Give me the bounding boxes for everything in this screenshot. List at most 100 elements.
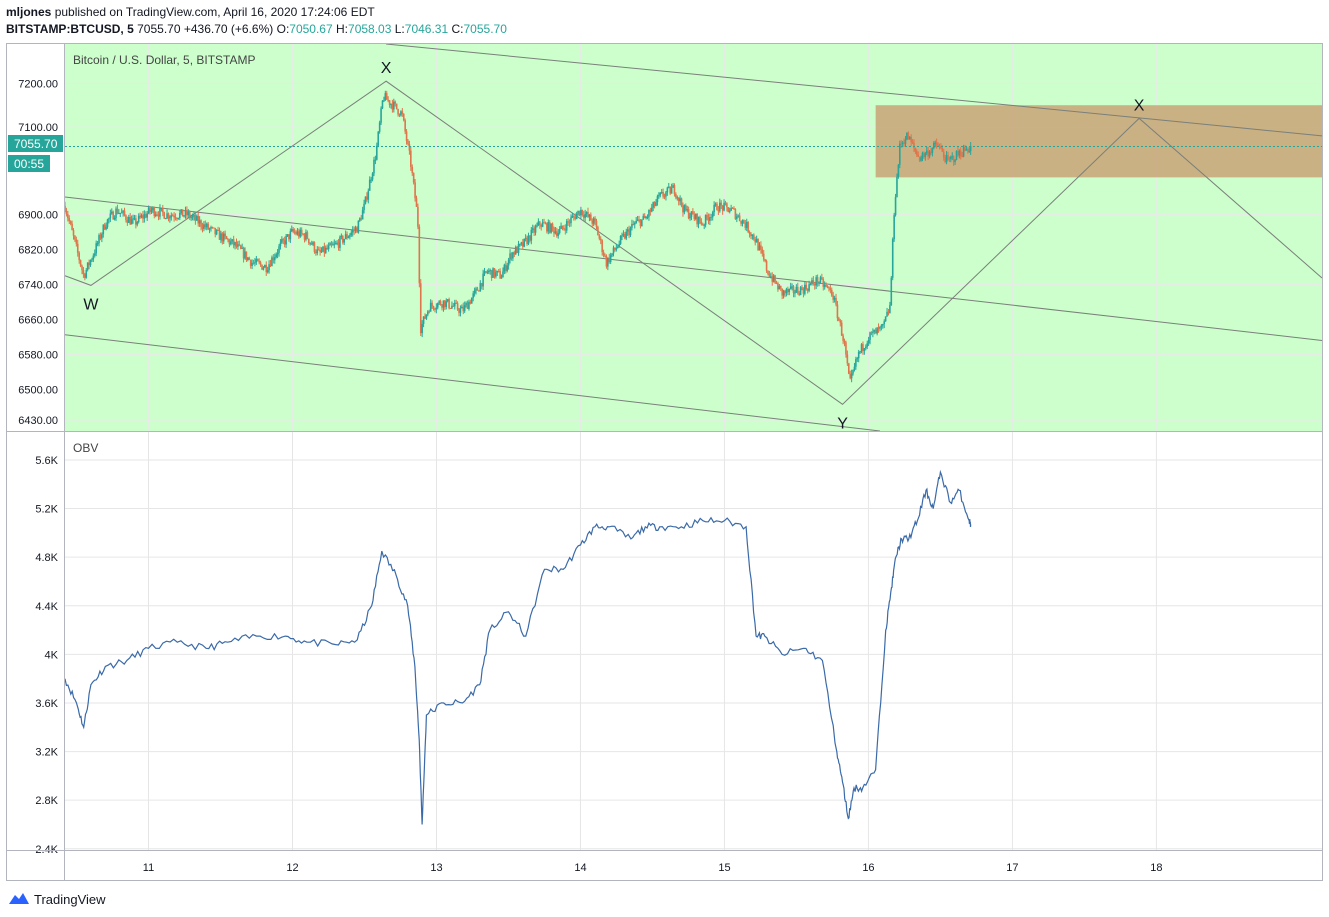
candle-body (207, 223, 209, 230)
candle-body (278, 246, 280, 253)
candle-body (476, 288, 479, 291)
obv-tick-label: 5.2K (35, 504, 58, 516)
candle-body (173, 215, 175, 218)
candle-body (689, 216, 691, 219)
candle-body (288, 234, 290, 240)
candle-body (376, 145, 378, 160)
open-label: O: (276, 22, 290, 36)
candle-body (628, 229, 630, 236)
author-name[interactable]: mljones (6, 5, 52, 19)
candle-body (906, 132, 908, 140)
candle-body (414, 182, 416, 199)
candle-body (113, 217, 116, 220)
candle-body (655, 202, 657, 206)
price-tag-bg (8, 135, 63, 152)
candle-body (614, 247, 616, 250)
candle-body (866, 343, 869, 347)
candle-body (536, 225, 538, 227)
candle-body (422, 316, 425, 324)
candle-body (249, 259, 252, 266)
price-y-axis[interactable]: 7200.00 7100.00 6900.00 6820.00 6740.00 6660.… (18, 78, 58, 427)
candle-body (673, 185, 676, 194)
candle-body (957, 151, 959, 156)
price-tick-label: 6500.00 (18, 384, 58, 396)
candle-body (120, 212, 123, 214)
candle-body (830, 289, 833, 296)
obv-pane[interactable]: OBV 5.6K 5.2K 4.8K 4.4K 4K 3.6K 3.2K 2.8K 2.4K (35, 432, 1322, 856)
candle-body (777, 283, 779, 290)
candle-body (855, 359, 857, 367)
candle-body (320, 251, 323, 253)
candle-body (860, 344, 863, 352)
candle-body (557, 233, 560, 236)
candle-body (272, 257, 275, 261)
candle-body (910, 137, 912, 142)
candle-body (918, 156, 921, 161)
candle-body (574, 216, 577, 220)
price-tick-label: 6820.00 (18, 245, 58, 257)
candle-body (497, 270, 500, 272)
candle-body (930, 151, 932, 153)
candle-body (271, 257, 273, 267)
candle-body (904, 139, 907, 145)
trend-line[interactable] (64, 196, 1323, 341)
candle-body (315, 251, 317, 254)
candle-body (669, 186, 671, 194)
candle-body (663, 196, 666, 198)
published-text: published on TradingView.com, April 16, … (54, 5, 375, 19)
candle-body (900, 143, 903, 145)
trend-line[interactable] (64, 80, 1323, 405)
candle-body (577, 210, 579, 214)
candle-body (436, 303, 439, 308)
candle-body (149, 207, 151, 212)
candle-body (279, 242, 282, 247)
candle-body (916, 151, 918, 155)
candle-body (846, 354, 849, 364)
candle-body (670, 187, 673, 194)
candle-body (969, 146, 972, 152)
candle-body (959, 150, 962, 156)
candle-body (269, 264, 272, 267)
candle-body (445, 301, 448, 307)
candle-body (835, 297, 837, 305)
candle-body (896, 176, 898, 198)
footer-brand[interactable]: TradingView (34, 891, 106, 907)
candle-body (755, 239, 758, 243)
candle-body (676, 197, 679, 199)
time-tick-label: 18 (1150, 862, 1162, 874)
trend-line[interactable] (64, 334, 881, 432)
time-axis[interactable]: 11 12 13 14 15 16 17 18 (143, 862, 1163, 874)
candle-body (391, 103, 394, 110)
candle-body (238, 244, 241, 246)
time-tick-label: 16 (862, 862, 874, 874)
candle-body (368, 179, 371, 191)
candle-body (944, 157, 946, 163)
candle-body (914, 147, 917, 152)
candle-body (258, 261, 260, 263)
candle-body (466, 302, 469, 309)
candle-body (650, 207, 653, 212)
candle-body (699, 216, 701, 222)
trend-lines[interactable] (64, 43, 1323, 432)
candle-body (778, 285, 781, 290)
close-value: 7055.70 (463, 22, 507, 36)
candle-body (692, 211, 694, 215)
candle-body (252, 262, 255, 264)
trend-line[interactable] (386, 43, 1323, 137)
obv-y-axis[interactable]: 5.6K 5.2K 4.8K 4.4K 4K 3.6K 3.2K 2.8K 2.4K (35, 455, 58, 856)
candle-body (463, 305, 466, 312)
candle-body (290, 229, 293, 232)
resistance-zone[interactable] (875, 105, 1322, 178)
candle-body (407, 140, 409, 145)
candle-body (886, 311, 888, 317)
candle-body (395, 103, 398, 109)
candle-body (744, 223, 747, 228)
candle-body (86, 262, 89, 270)
candle-body (745, 222, 748, 228)
candle-body (857, 351, 860, 359)
candle-body (662, 192, 664, 197)
obv-grid (65, 432, 1322, 850)
candle-body (521, 242, 524, 247)
